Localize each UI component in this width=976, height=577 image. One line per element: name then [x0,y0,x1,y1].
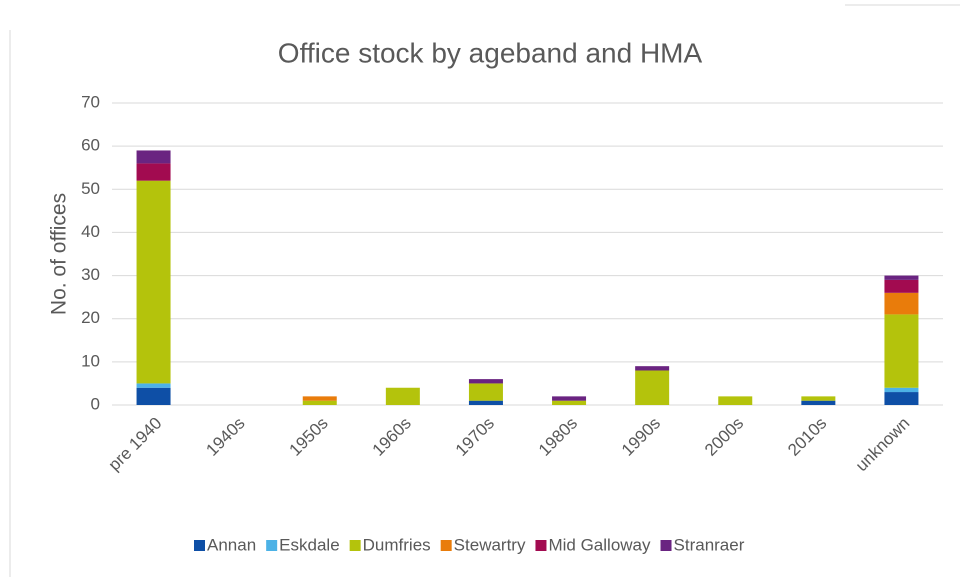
bar-segment [136,163,171,181]
x-tick-label: 1950s [286,414,332,460]
legend-swatch [660,540,672,551]
bar-segment [718,396,753,405]
y-tick-label: 40 [81,222,100,241]
bar-segment [884,275,919,280]
bar-segment [302,400,337,405]
x-tick-label: 1990s [618,414,664,460]
x-tick-label: unknown [852,414,914,476]
legend-label: Stewartry [454,535,526,554]
x-tick-label: 2010s [784,414,830,460]
y-tick-label: 50 [81,179,100,198]
legend-label: Stranraer [674,535,745,554]
bar-segment [884,292,919,315]
bar-segment [801,400,836,405]
bar-segment [468,383,503,401]
y-tick-label: 30 [81,265,100,284]
bar-segment [468,379,503,384]
bar-segment [635,370,670,405]
bar-segment [136,383,171,388]
x-tick-label: pre 1940 [105,414,166,475]
bar-segment [468,400,503,405]
legend-swatch [266,540,278,551]
y-tick-label: 70 [81,92,100,111]
legend-label: Annan [207,535,256,554]
y-tick-label: 10 [81,351,100,370]
legend-label: Eskdale [279,535,339,554]
y-tick-label: 20 [81,308,100,327]
bar-segment [136,150,171,164]
bar-segment [552,400,587,405]
bar-segment [136,387,171,405]
x-tick-label: 1940s [202,414,248,460]
bar-segment [884,314,919,388]
bar-segment [552,396,587,401]
y-tick-label: 0 [91,394,100,413]
legend-swatch [535,540,547,551]
bar-segment [884,387,919,393]
bar-segment [884,392,919,405]
x-tick-label: 1970s [452,414,498,460]
chart-title: Office stock by ageband and HMA [278,37,703,68]
y-axis-label: No. of offices [48,193,71,315]
legend-label: Dumfries [363,535,431,554]
x-tick-label: 2000s [701,414,747,460]
x-tick-label: 1980s [535,414,581,460]
legend-label: Mid Galloway [548,535,651,554]
legend-swatch [194,540,205,551]
bar-segment [136,180,171,384]
bar-segment [884,279,919,293]
legend-swatch [440,540,452,551]
bar-segment [801,396,836,401]
legend-swatch [349,540,361,551]
bar-segment [635,366,670,371]
bar-segment [302,396,337,401]
x-tick-label: 1960s [369,414,415,460]
y-tick-label: 60 [81,136,100,155]
bar-segment [385,387,420,405]
